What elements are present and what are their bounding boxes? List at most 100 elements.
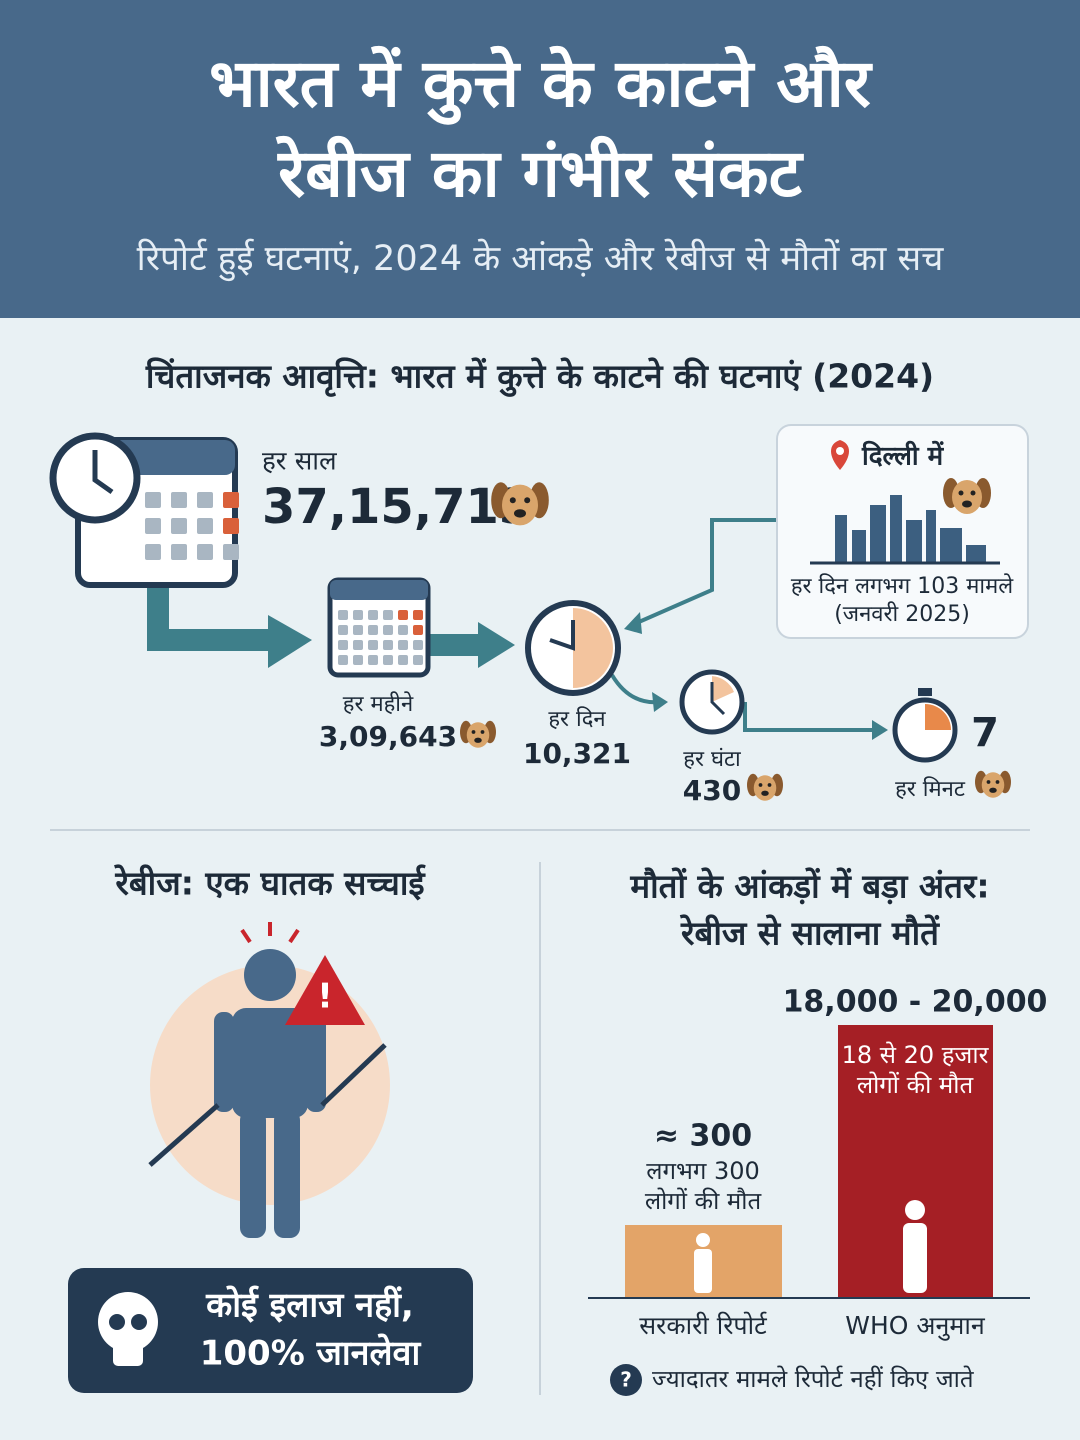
dog-face — [753, 775, 777, 801]
calendar-cell — [353, 625, 363, 635]
decoration — [836, 447, 844, 455]
dog-eye — [509, 497, 516, 504]
bar-label: सरकारी रिपोर्ट — [639, 1311, 767, 1340]
calendar-cell — [197, 492, 213, 508]
dog-icon — [747, 773, 783, 801]
decoration — [872, 720, 888, 740]
decoration — [926, 510, 936, 563]
decoration — [478, 622, 515, 668]
person-icon — [694, 1233, 712, 1293]
bar-caption: लोगों की मौत — [645, 1187, 763, 1215]
decoration — [92, 450, 114, 495]
bar-caption: लगभग 300 — [646, 1157, 760, 1185]
calendar-cell — [171, 544, 187, 560]
decoration — [743, 702, 875, 732]
calendar-cell — [383, 640, 393, 650]
calendar-cell — [171, 492, 187, 508]
decoration — [288, 928, 300, 944]
dog-icon — [975, 770, 1011, 798]
decoration — [852, 530, 866, 563]
calendar-cell — [223, 518, 239, 534]
section-heading: रेबीज: एक घातक सच्चाई — [114, 864, 427, 903]
subtitle: रिपोर्ट हुई घटनाएं, 2024 के आंकड़े और रे… — [137, 238, 944, 282]
decoration — [68, 1268, 473, 1393]
badge-text: 100% जानलेवा — [200, 1333, 422, 1374]
day-label: हर दिन — [548, 706, 606, 732]
calendar-cell — [368, 640, 378, 650]
hour-value: 430 — [683, 774, 741, 807]
calendar-cell — [145, 518, 161, 534]
calendar-cell — [338, 625, 348, 635]
person-icon — [903, 1200, 927, 1293]
dog-face — [952, 480, 982, 514]
value-text: ≈ 300 — [654, 1119, 752, 1154]
calendar-cell — [353, 655, 363, 665]
calendar-cell — [413, 625, 423, 635]
calendar-cell — [171, 518, 187, 534]
decoration — [696, 1233, 710, 1247]
dog-eye — [958, 490, 964, 496]
decoration — [712, 676, 734, 702]
decoration — [285, 955, 365, 1025]
dog-eye — [767, 783, 772, 787]
skyline — [835, 495, 986, 563]
bar-caption: लोगों की मौत — [857, 1071, 975, 1099]
calendar-cell — [145, 544, 161, 560]
decoration — [306, 1012, 326, 1112]
year-value: 37,15,713 — [262, 479, 532, 535]
dog-nose — [761, 790, 769, 796]
calendar-cell — [413, 655, 423, 665]
decoration — [131, 1314, 147, 1330]
bar-label: WHO अनुमान — [845, 1311, 986, 1341]
decoration — [148, 1103, 220, 1167]
decoration — [870, 505, 886, 563]
dog-eye — [471, 730, 476, 734]
hour-label: हर घंटा — [683, 747, 741, 772]
calendar-cell — [223, 544, 239, 560]
calendar-cell — [197, 544, 213, 560]
dog-icon — [943, 478, 991, 514]
dog-face — [502, 484, 538, 526]
calendar-cell — [398, 655, 408, 665]
calendar-cell — [413, 610, 423, 620]
minute-value: 7 — [971, 710, 999, 756]
calendar-cell — [383, 625, 393, 635]
decoration — [610, 1364, 642, 1396]
dog-nose — [989, 787, 997, 793]
decoration — [694, 1249, 712, 1293]
decoration — [906, 520, 922, 563]
decoration — [147, 585, 270, 651]
decoration — [232, 1008, 308, 1118]
chains — [148, 1043, 387, 1167]
calendar-cell — [353, 610, 363, 620]
dog-face — [466, 722, 490, 748]
decoration — [268, 615, 312, 668]
title: भारत में कुत्ते के काटने और — [209, 45, 874, 125]
calendar-cell — [338, 655, 348, 665]
decoration — [145, 492, 239, 560]
delhi-label: दिल्ली में — [861, 441, 945, 472]
calendar-cell — [398, 625, 408, 635]
badge-text: कोई इलाज नहीं, — [205, 1285, 414, 1326]
dog-icon — [460, 720, 496, 748]
decoration — [113, 1340, 143, 1366]
calendar-cell — [368, 610, 378, 620]
decoration — [918, 688, 932, 696]
calendar-cell — [353, 640, 363, 650]
bar-caption: 18 से 20 हजार — [842, 1041, 990, 1069]
decoration — [214, 1012, 234, 1112]
dog-eye — [524, 497, 531, 504]
section-heading: रेबीज से सालाना मौतें — [679, 914, 940, 953]
decoration — [903, 1223, 927, 1293]
dog-eye — [970, 490, 976, 496]
calendar-cell — [338, 640, 348, 650]
decoration — [631, 518, 776, 627]
header-band — [0, 0, 1080, 318]
decoration — [240, 1110, 266, 1238]
decoration — [330, 580, 428, 600]
delhi-text: हर दिन लगभग 103 मामले — [791, 573, 1014, 599]
decoration — [776, 424, 1029, 639]
icon-text: ! — [317, 977, 333, 1017]
